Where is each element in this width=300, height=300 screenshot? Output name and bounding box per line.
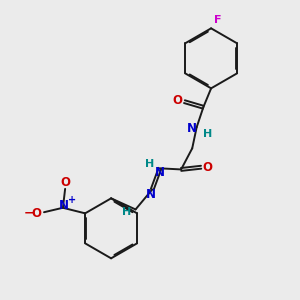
Text: N: N — [59, 199, 69, 212]
Text: F: F — [214, 15, 222, 25]
Text: N: N — [187, 122, 197, 135]
Text: O: O — [173, 94, 183, 107]
Text: O: O — [203, 161, 213, 174]
Text: H: H — [122, 207, 131, 217]
Text: O: O — [31, 207, 41, 220]
Text: +: + — [68, 195, 76, 205]
Text: O: O — [60, 176, 70, 189]
Text: −: − — [23, 207, 34, 220]
Text: N: N — [146, 188, 156, 202]
Text: H: H — [203, 129, 212, 139]
Text: N: N — [155, 166, 165, 179]
Text: H: H — [146, 159, 154, 169]
